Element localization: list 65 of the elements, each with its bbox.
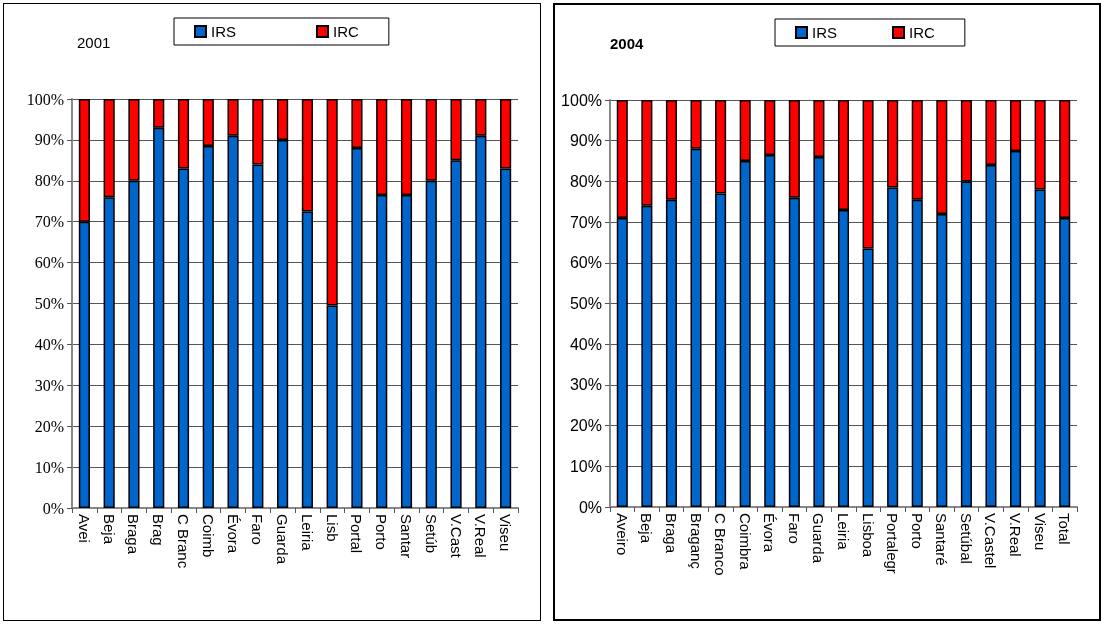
y-tick-label: 70% (569, 213, 602, 231)
x-tick-label: V.Real (472, 514, 490, 558)
x-tick-label: Portal (348, 514, 366, 554)
legend-label: IRS (211, 23, 237, 40)
y-tick-label: 10% (569, 457, 602, 475)
x-tick-label: Setúbal (957, 513, 975, 564)
x-tick-label: V.Real (1007, 513, 1025, 557)
y-tick-label: 60% (569, 254, 602, 272)
x-tick-label: Guarda (810, 513, 828, 564)
x-tick-label: C Branc (175, 514, 192, 569)
y-tick-label: 60% (34, 254, 64, 272)
x-tick-label: Évora (224, 514, 242, 554)
x-tick-label: Portalegr (884, 513, 902, 574)
x-tick-label: Guarda (274, 514, 292, 565)
y-tick-label: 90% (569, 132, 602, 150)
x-tick-label: Coimbra (736, 513, 754, 571)
x-tick-label: Santaré (933, 513, 951, 566)
y-tick-label: 20% (34, 417, 64, 435)
x-tick-label: Beja (638, 513, 656, 544)
y-tick-label: 90% (34, 131, 64, 149)
x-tick-label: Évora (761, 513, 779, 553)
x-tick-label: Braga (125, 514, 143, 555)
x-tick-label: Leiria (298, 514, 316, 552)
x-tick-label: Avei (75, 514, 93, 543)
x-tick-label: Leiria (835, 513, 852, 551)
x-tick-label: Santar (398, 514, 415, 559)
x-tick-label: Lisb (323, 514, 341, 542)
legend-label: IRC (333, 23, 359, 40)
x-tick-label: C Branco (712, 513, 730, 576)
x-tick-label: Beja (100, 514, 118, 545)
y-tick-label: 20% (569, 417, 602, 435)
x-tick-label: Viseu (497, 514, 515, 552)
x-tick-label: Setúb (422, 514, 440, 554)
legend-label: IRS (812, 24, 838, 41)
y-tick-label: 30% (34, 376, 64, 394)
y-tick-label: 0% (42, 499, 64, 517)
y-tick-label: 100% (26, 90, 64, 108)
x-tick-label: Coimb (199, 514, 217, 558)
y-tick-label: 80% (569, 172, 602, 190)
x-tick-label: V.Castel (982, 513, 1000, 569)
y-tick-label: 50% (569, 295, 602, 312)
y-tick-label: 50% (34, 295, 64, 312)
x-tick-label: Faro (785, 513, 803, 544)
y-tick-label: 40% (34, 335, 64, 353)
x-tick-label: Faro (249, 514, 267, 545)
x-tick-label: Brag (150, 514, 168, 546)
y-tick-label: 80% (34, 172, 64, 190)
chart-title: 2004 (610, 35, 645, 52)
x-tick-label: Total (1056, 513, 1074, 545)
y-tick-label: 0% (578, 498, 602, 516)
y-tick-label: 70% (34, 213, 64, 231)
y-tick-label: 10% (34, 458, 64, 476)
x-tick-label: Viseu (1031, 513, 1049, 551)
x-tick-label: V.Cast (447, 514, 465, 559)
y-tick-label: 30% (569, 376, 602, 394)
x-tick-label: Braga (662, 513, 680, 554)
y-tick-label: 40% (569, 335, 602, 353)
x-tick-label: Aveiro (613, 513, 631, 556)
y-tick-label: 100% (561, 91, 602, 109)
chart-title: 2001 (77, 34, 111, 51)
x-tick-label: Braganç (687, 513, 705, 570)
x-tick-label: Porto (908, 513, 926, 549)
legend-label: IRC (909, 24, 935, 41)
x-tick-label: Lisboa (859, 513, 877, 558)
x-tick-label: Porto (373, 514, 391, 550)
